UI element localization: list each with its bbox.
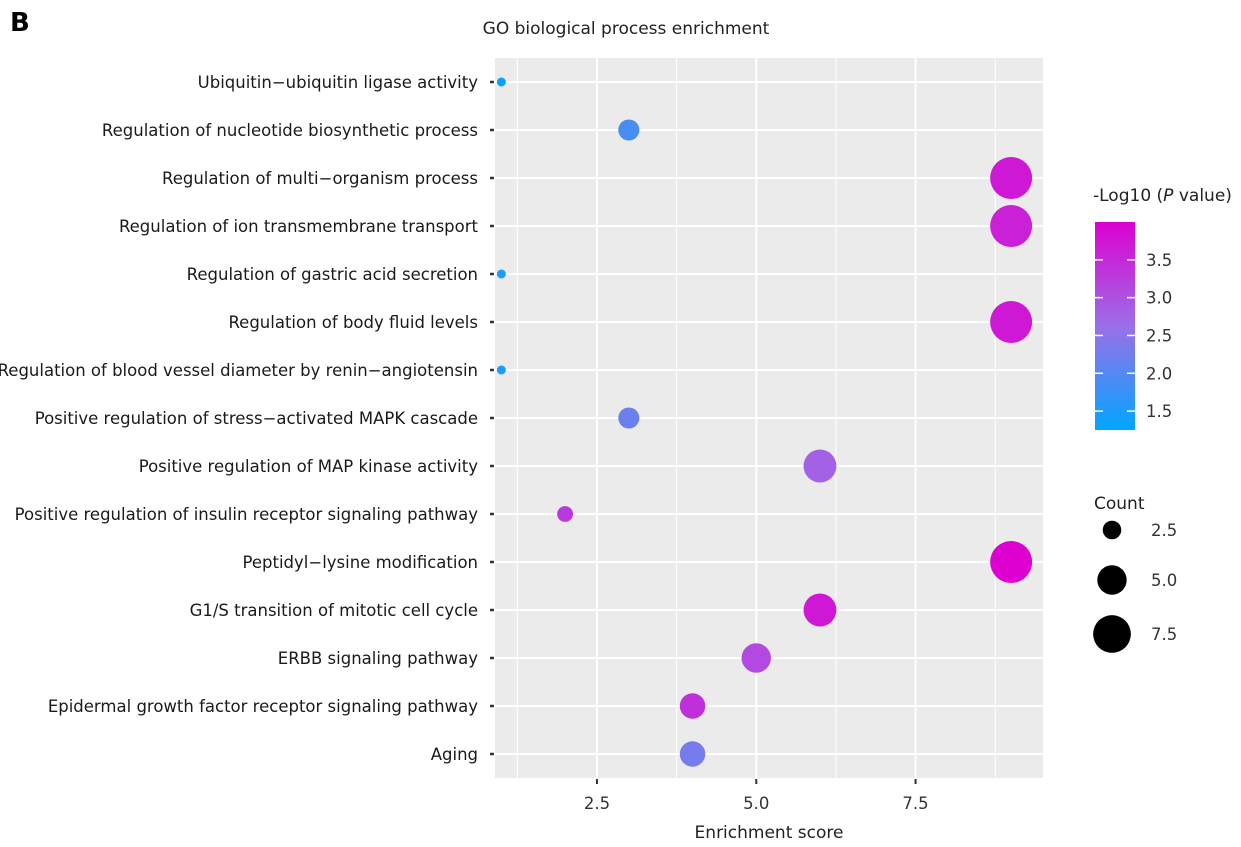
y-tick-label: Positive regulation of MAP kinase activi… bbox=[139, 457, 479, 476]
y-tick-label: Aging bbox=[431, 745, 478, 764]
y-tick-label: Regulation of gastric acid secretion bbox=[187, 265, 478, 284]
y-tick-label: ERBB signaling pathway bbox=[278, 649, 478, 668]
color-legend-title: -Log10 (P value) bbox=[1093, 186, 1232, 206]
y-tick-label: G1/S transition of mitotic cell cycle bbox=[190, 601, 478, 620]
data-point bbox=[990, 157, 1033, 199]
color-legend-title-part: -Log10 ( bbox=[1093, 186, 1163, 206]
color-legend-title-part: P bbox=[1163, 186, 1174, 206]
color-legend-title-part: value) bbox=[1173, 186, 1231, 206]
data-point bbox=[679, 741, 706, 767]
y-tick-label: Regulation of nucleotide biosynthetic pr… bbox=[102, 121, 478, 140]
color-legend-label: 3.0 bbox=[1146, 289, 1172, 308]
data-point bbox=[618, 119, 640, 141]
data-point bbox=[496, 77, 506, 87]
data-point bbox=[741, 643, 771, 673]
y-tick-label: Epidermal growth factor receptor signali… bbox=[48, 697, 478, 716]
y-tick-label: Regulation of blood vessel diameter by r… bbox=[0, 361, 478, 380]
data-point bbox=[557, 506, 574, 522]
y-tick-label: Regulation of body fluid levels bbox=[228, 313, 478, 332]
size-legend-key bbox=[1102, 520, 1122, 540]
size-legend-label: 7.5 bbox=[1151, 625, 1177, 644]
x-tick-label: 5.0 bbox=[743, 794, 769, 813]
y-tick-label: Positive regulation of stress−activated … bbox=[35, 409, 478, 428]
color-legend-label: 3.5 bbox=[1146, 251, 1172, 270]
data-point bbox=[496, 365, 506, 375]
size-legend-title: Count bbox=[1094, 494, 1145, 514]
color-legend-bar bbox=[1095, 222, 1135, 430]
y-tick-label: Regulation of multi−organism process bbox=[162, 169, 478, 188]
data-point bbox=[990, 205, 1033, 247]
color-legend-label: 2.5 bbox=[1146, 326, 1172, 345]
panel-label: B bbox=[10, 8, 30, 38]
data-point bbox=[803, 449, 837, 483]
size-legend-key bbox=[1093, 615, 1131, 653]
color-legend-label: 2.0 bbox=[1146, 364, 1172, 383]
y-tick-label: Positive regulation of insulin receptor … bbox=[15, 505, 479, 524]
data-point bbox=[990, 301, 1033, 343]
size-legend-label: 5.0 bbox=[1151, 571, 1177, 590]
data-point bbox=[618, 407, 640, 429]
color-legend-label: 1.5 bbox=[1146, 402, 1172, 421]
size-legend-label: 2.5 bbox=[1151, 521, 1177, 540]
chart-title: GO biological process enrichment bbox=[483, 19, 770, 39]
data-point bbox=[496, 269, 506, 279]
x-tick-label: 7.5 bbox=[902, 794, 928, 813]
data-point bbox=[679, 693, 706, 719]
x-tick-label: 2.5 bbox=[584, 794, 610, 813]
y-tick-label: Regulation of ion transmembrane transpor… bbox=[119, 217, 479, 236]
y-tick-label: Peptidyl−lysine modification bbox=[243, 553, 478, 572]
data-point bbox=[803, 593, 837, 627]
data-point bbox=[990, 541, 1033, 583]
size-legend-key bbox=[1097, 565, 1127, 595]
y-tick-label: Ubiquitin−ubiquitin ligase activity bbox=[198, 73, 479, 92]
x-axis-title: Enrichment score bbox=[695, 823, 844, 843]
